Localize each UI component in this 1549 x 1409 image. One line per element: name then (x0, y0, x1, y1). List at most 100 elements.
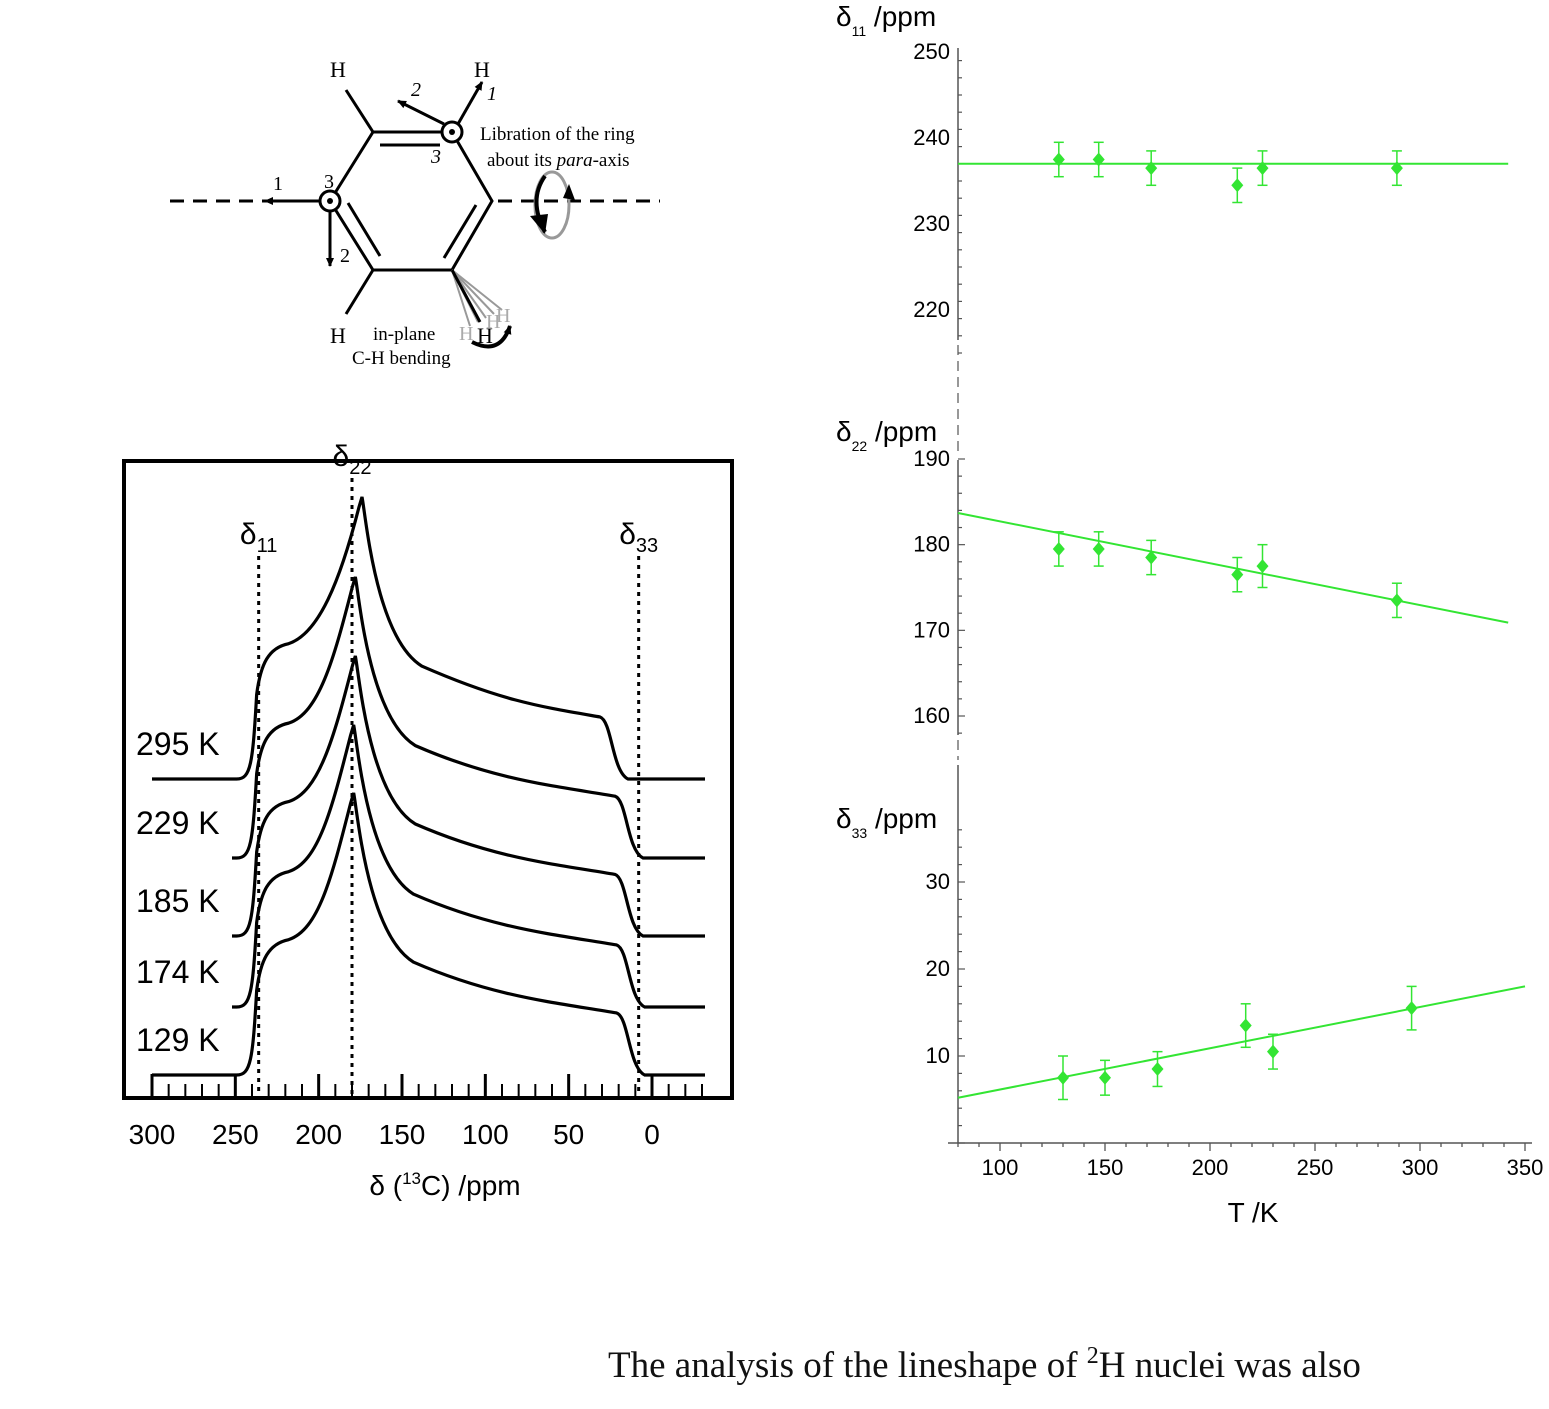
data-point (1052, 141, 1065, 178)
panel-delta-33: 30 20 10 δ33 /ppm (836, 803, 1526, 1144)
y-tick-label: 30 (926, 869, 950, 894)
spectrum-curve (232, 724, 705, 1009)
y-tick-label: 220 (913, 297, 950, 322)
delta-11-marker-label: δ11 (240, 518, 277, 557)
trend-x-label: T /K (1228, 1197, 1279, 1228)
x-tick-label: 200 (295, 1119, 342, 1150)
data-point (1390, 582, 1403, 619)
atom-marker-right-dot (449, 129, 455, 135)
y-tick-label: 240 (913, 125, 950, 150)
arrow-label-2-upleft: 2 (411, 79, 421, 101)
temperature-label: 174 K (136, 954, 220, 990)
y-tick-label: 170 (913, 617, 950, 642)
arrow-1-upright-icon (456, 81, 484, 125)
y-axis-label: δ22 /ppm (836, 416, 937, 454)
data-point (1092, 531, 1105, 567)
x-tick-label: 350 (1507, 1155, 1544, 1180)
arrow-label-1-upright: 1 (487, 83, 497, 105)
arrow-label-3-left: 3 (324, 171, 334, 193)
spectra-dotted-markers: δ11 δ22 δ33 (240, 440, 658, 1100)
y-tick-label: 180 (913, 532, 950, 557)
x-tick-label: 150 (379, 1119, 426, 1150)
data-point (1092, 141, 1105, 178)
libration-label-line2: about its para-axis (487, 150, 630, 171)
x-tick-label: 300 (129, 1119, 176, 1150)
arrow-label-2-down: 2 (340, 245, 350, 267)
delta-33-marker-label: δ33 (619, 518, 658, 557)
data-point (1267, 1033, 1279, 1070)
h-label-bottom-left: H (330, 323, 346, 348)
delta-22-marker-label: δ22 (333, 440, 372, 479)
ch-bond-bottom-right (450, 269, 482, 323)
y-tick-label: 160 (913, 703, 950, 728)
spectrum-curve (232, 655, 705, 938)
data-point (1256, 543, 1269, 589)
data-point (1405, 985, 1418, 1031)
data-point (1390, 150, 1403, 187)
ch-bond-top-left (344, 89, 375, 133)
ch-bond-bottom-left (344, 269, 375, 315)
h-label-top-right: H (474, 57, 490, 82)
data-point (1239, 1003, 1252, 1049)
y-axis-label: δ11 /ppm (836, 1, 936, 39)
x-tick-label: 200 (1192, 1155, 1229, 1180)
x-tick-label: 150 (1087, 1155, 1124, 1180)
bending-label-line1: in-plane (373, 324, 435, 345)
x-tick-label: 300 (1402, 1155, 1439, 1180)
data-point (1052, 531, 1065, 567)
y-tick-label: 190 (913, 446, 950, 471)
body-paragraph: The analysis of the lineshape of 2H nucl… (608, 1343, 1361, 1386)
x-tick-label: 0 (644, 1119, 660, 1150)
libration-arrowhead-icon (530, 214, 548, 234)
libration-label-line1: Libration of the ring (480, 124, 635, 145)
panel-delta-22: 190 180 170 160 δ22 /ppm (836, 416, 1509, 734)
spectrum-curve (152, 792, 705, 1077)
temperature-label: 129 K (136, 1022, 220, 1058)
data-point (1151, 1050, 1164, 1088)
x-tick-label: 100 (982, 1155, 1019, 1180)
x-tick-label: 250 (212, 1119, 259, 1150)
y-tick-label: 20 (926, 956, 950, 981)
fit-line (957, 511, 1509, 624)
benzene-ring-diagram: H H H H H H H 1 3 2 1 2 3 Libration of t… (170, 57, 660, 369)
y-tick-label: 10 (926, 1043, 950, 1068)
arrow-2-upleft-icon (397, 99, 445, 126)
atom-marker-left-dot (327, 198, 333, 204)
temperature-label: 295 K (136, 726, 220, 762)
data-point (1256, 150, 1269, 187)
data-point (1145, 150, 1158, 187)
x-tick-label: 250 (1297, 1155, 1334, 1180)
data-point (1145, 539, 1158, 576)
ghost-h-label-3: H (496, 305, 510, 327)
h-label-bottom-right: H (477, 323, 493, 348)
bending-label-line2: C-H bending (352, 348, 451, 369)
bending-curved-arrow-icon (471, 325, 512, 349)
y-axis-label: δ33 /ppm (836, 803, 937, 841)
ghost-h-label-2: H (486, 311, 500, 333)
spectra-frame (122, 459, 734, 1100)
libration-arrowhead2-icon (563, 184, 575, 200)
y-tick-label: 230 (913, 211, 950, 236)
arrow-label-3-right: 3 (430, 146, 441, 168)
data-point (1057, 1055, 1069, 1101)
spectra-temperature-labels: 295 K 229 K 185 K 174 K 129 K (136, 726, 220, 1058)
double-bond-right (442, 204, 478, 259)
shift-vs-temperature-chart: 100 150 200 250 300 350 250 240 230 220 δ11 /ppm 1… (836, 1, 1544, 1228)
spectra-x-axis: 300 250 200 150 100 50 0 (129, 1074, 703, 1150)
x-tick-label: 50 (553, 1119, 584, 1150)
ghost-h-label-1: H (459, 323, 473, 345)
spectrum-curve (152, 496, 705, 781)
temperature-label: 229 K (136, 805, 220, 841)
nmr-spectra-chart: 300 250 200 150 100 50 0 δ11 δ22 δ33 295 K 229 K 1… (122, 440, 734, 1201)
fit-line (957, 985, 1526, 1099)
x-tick-label: 100 (462, 1119, 509, 1150)
data-point (1099, 1059, 1111, 1096)
y-tick-label: 250 (913, 39, 950, 64)
spectrum-curve (232, 576, 705, 860)
panel-delta-11: 250 240 230 220 δ11 /ppm (836, 1, 1509, 354)
double-bond-left (346, 202, 382, 257)
temperature-label: 185 K (136, 883, 220, 919)
arrow-label-1-left: 1 (273, 173, 283, 195)
data-point (1231, 556, 1244, 593)
spectra-x-label: δ (13C) /ppm (369, 1169, 520, 1201)
